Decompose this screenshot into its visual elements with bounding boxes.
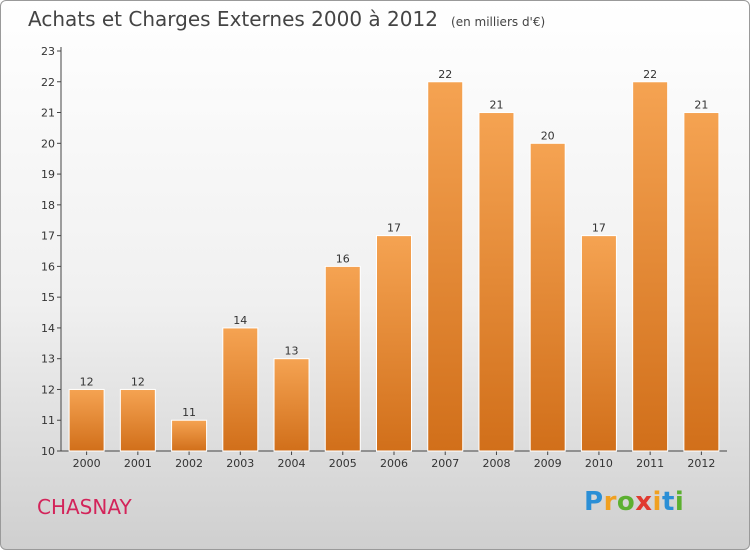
logo-letter: x bbox=[635, 487, 653, 517]
x-tick-label: 2001 bbox=[124, 457, 152, 470]
bar-value-label: 17 bbox=[387, 222, 401, 235]
x-tick-label: 2002 bbox=[175, 457, 203, 470]
x-tick-label: 2003 bbox=[226, 457, 254, 470]
y-tick-label: 13 bbox=[41, 353, 55, 366]
bar bbox=[580, 235, 617, 452]
bars: 12 12 11 14 13 16 17 22 21 20 17 22 21 bbox=[68, 68, 720, 452]
bar bbox=[222, 327, 259, 452]
x-tick-label: 2011 bbox=[636, 457, 664, 470]
axes: 10 11 12 13 14 15 16 17 18 19 20 21 22 23 2000 2001 2002… bbox=[41, 45, 727, 470]
bar-value-label: 13 bbox=[285, 345, 299, 358]
x-tick-label: 2010 bbox=[585, 457, 613, 470]
x-tick-label: 2012 bbox=[687, 457, 715, 470]
y-tick-label: 15 bbox=[41, 291, 55, 304]
x-tick-label: 2004 bbox=[278, 457, 306, 470]
bar-value-label: 14 bbox=[233, 314, 247, 327]
bar bbox=[376, 235, 412, 452]
bar bbox=[683, 112, 720, 452]
title-row: Achats et Charges Externes 2000 à 2012 (… bbox=[28, 7, 545, 31]
bar bbox=[478, 112, 515, 452]
bar-value-label: 20 bbox=[541, 129, 555, 142]
chart-title: Achats et Charges Externes 2000 à 2012 bbox=[28, 7, 438, 31]
bar-value-label: 11 bbox=[182, 406, 196, 419]
bar-value-label: 22 bbox=[643, 68, 657, 81]
x-tick-label: 2000 bbox=[73, 457, 101, 470]
y-tick-label: 20 bbox=[41, 137, 55, 150]
bar-value-label: 17 bbox=[592, 222, 606, 235]
bar-value-label: 22 bbox=[438, 68, 452, 81]
x-tick-label: 2007 bbox=[431, 457, 459, 470]
x-tick-label: 2008 bbox=[482, 457, 510, 470]
logo-letter: o bbox=[616, 487, 636, 517]
proxiti-logo: Proxiti bbox=[584, 487, 684, 517]
logo-letter: t bbox=[661, 487, 675, 517]
x-tick-label: 2009 bbox=[534, 457, 562, 470]
bar bbox=[529, 142, 566, 452]
bar bbox=[632, 81, 669, 452]
x-tick-label: 2006 bbox=[380, 457, 408, 470]
y-tick-label: 21 bbox=[41, 107, 55, 120]
y-tick-label: 22 bbox=[41, 76, 55, 89]
y-tick-label: 11 bbox=[41, 414, 55, 427]
bar bbox=[68, 388, 105, 452]
y-tick-label: 23 bbox=[41, 45, 55, 58]
logo-letter: P bbox=[584, 487, 604, 517]
bar bbox=[324, 265, 361, 452]
y-tick-label: 10 bbox=[41, 445, 55, 458]
y-tick-label: 14 bbox=[41, 322, 55, 335]
place-name: CHASNAY bbox=[37, 495, 132, 519]
y-tick-label: 19 bbox=[41, 168, 55, 181]
bar bbox=[119, 388, 156, 452]
bar-value-label: 12 bbox=[131, 375, 145, 388]
bar bbox=[427, 81, 464, 452]
bar-value-label: 16 bbox=[336, 252, 350, 265]
bar bbox=[171, 419, 208, 452]
bar bbox=[273, 358, 310, 452]
bar-value-label: 12 bbox=[80, 375, 94, 388]
y-tick-label: 12 bbox=[41, 383, 55, 396]
bar-value-label: 21 bbox=[489, 99, 503, 112]
bar-value-label: 21 bbox=[694, 99, 708, 112]
y-tick-label: 17 bbox=[41, 230, 55, 243]
y-tick-label: 16 bbox=[41, 260, 55, 273]
logo-letter: i bbox=[674, 487, 685, 517]
logo-letter: r bbox=[603, 487, 617, 517]
y-tick-label: 18 bbox=[41, 199, 55, 212]
logo-letter: i bbox=[652, 487, 662, 517]
x-tick-label: 2005 bbox=[329, 457, 357, 470]
chart-subtitle: (en milliers d'€) bbox=[451, 15, 546, 29]
